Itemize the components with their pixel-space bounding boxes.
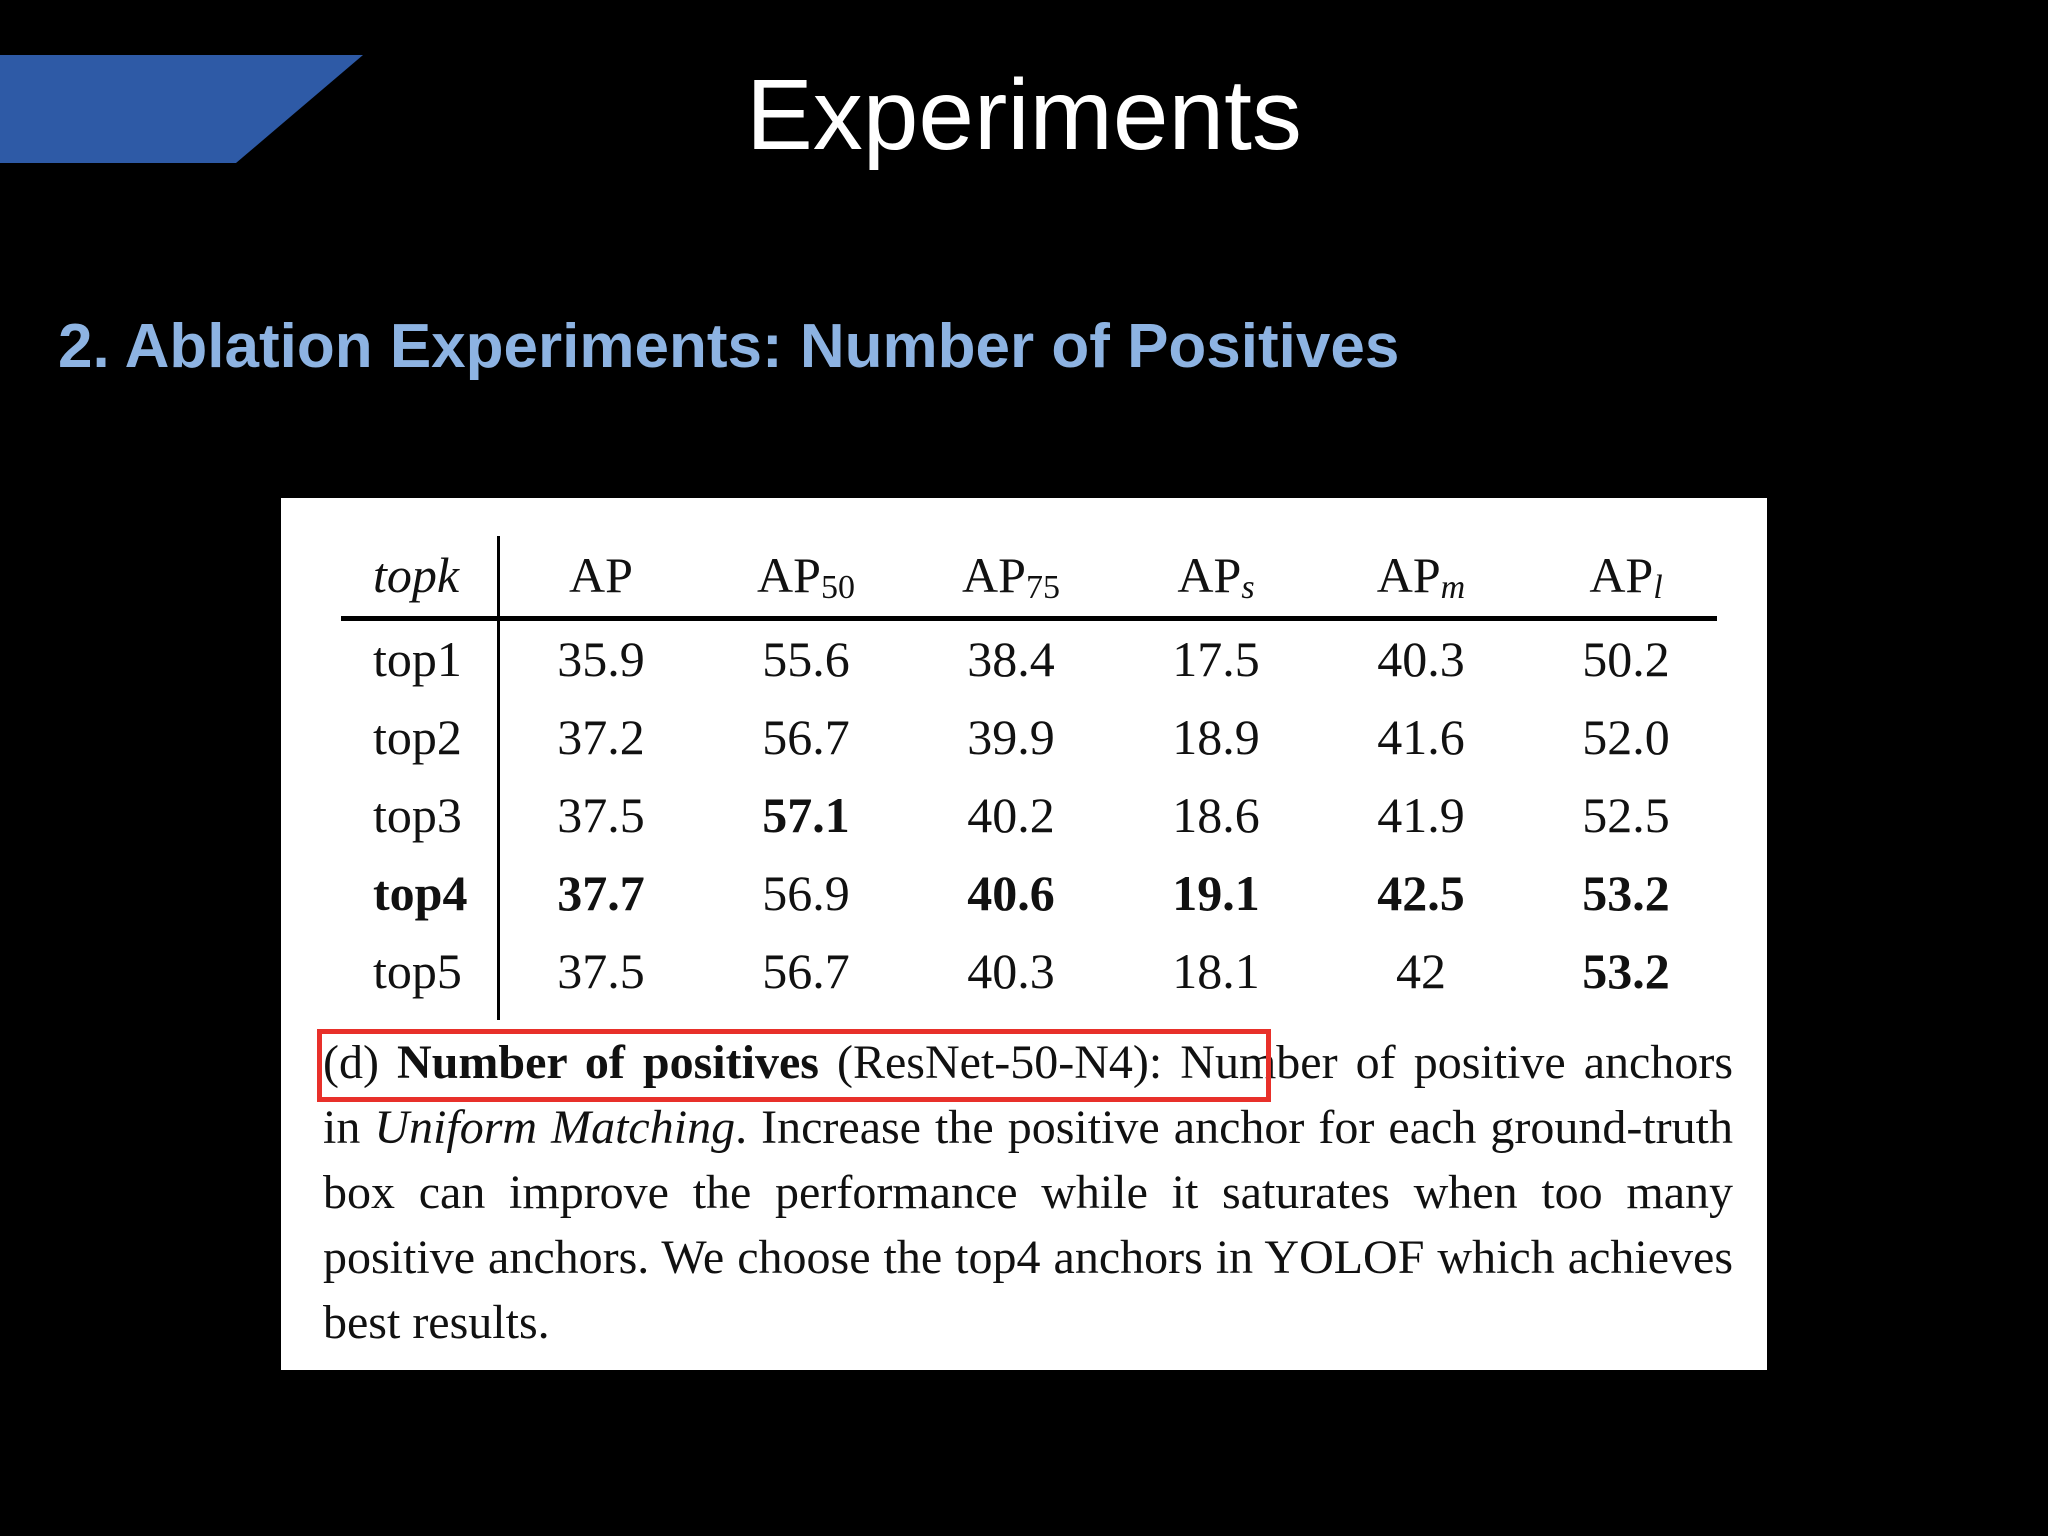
table-cell: 19.1 xyxy=(1172,865,1260,921)
row-label: top2 xyxy=(373,709,462,765)
table-cell: 40.2 xyxy=(967,787,1055,843)
table-row: top1 35.9 55.6 38.4 17.5 40.3 50.2 xyxy=(341,620,1717,698)
header-aps: APs xyxy=(1177,547,1255,606)
table-cell: 40.6 xyxy=(967,865,1055,921)
table-cell: 18.6 xyxy=(1172,787,1260,843)
table-row: top3 37.5 57.1 40.2 18.6 41.9 52.5 xyxy=(341,776,1717,854)
header-rule xyxy=(341,616,1717,621)
header-ap50: AP50 xyxy=(757,547,855,606)
table-cell: 41.6 xyxy=(1377,709,1465,765)
table-cell: 40.3 xyxy=(1377,631,1465,687)
table-cell: 37.5 xyxy=(557,943,645,999)
caption-highlight-box xyxy=(317,1029,1271,1102)
table-cell: 40.3 xyxy=(967,943,1055,999)
row-label: top1 xyxy=(373,631,462,687)
table-row: top2 37.2 56.7 39.9 18.9 41.6 52.0 xyxy=(341,698,1717,776)
table-cell: 56.7 xyxy=(762,943,850,999)
table-cell: 18.9 xyxy=(1172,709,1260,765)
table-cell: 55.6 xyxy=(762,631,850,687)
table-row: top5 37.5 56.7 40.3 18.1 42 53.2 xyxy=(341,932,1717,1010)
table-cell: 37.2 xyxy=(557,709,645,765)
table-cell: 53.2 xyxy=(1582,943,1670,999)
section-heading: 2. Ablation Experiments: Number of Posit… xyxy=(58,312,1400,381)
header-apl: APl xyxy=(1589,547,1663,606)
table-cell: 38.4 xyxy=(967,631,1055,687)
column-divider xyxy=(497,536,500,1020)
row-label: top3 xyxy=(373,787,462,843)
row-label: top4 xyxy=(373,865,468,921)
slide-title: Experiments xyxy=(746,59,1302,171)
table-cell: 35.9 xyxy=(557,631,645,687)
table-cell: 56.7 xyxy=(762,709,850,765)
header-ap: AP xyxy=(569,547,633,603)
table-cell: 52.5 xyxy=(1582,787,1670,843)
table-cell: 42.5 xyxy=(1377,865,1465,921)
table-row: top4 37.7 56.9 40.6 19.1 42.5 53.2 xyxy=(341,854,1717,932)
table-cell: 50.2 xyxy=(1582,631,1670,687)
title-accent-shape xyxy=(0,55,363,163)
table-figure: topk AP AP50 AP75 APs APm APl top1 35.9 55… xyxy=(281,498,1767,1370)
table-cell: 37.5 xyxy=(557,787,645,843)
table-cell: 17.5 xyxy=(1172,631,1260,687)
table-header-row: topk AP AP50 AP75 APs APm APl xyxy=(341,534,1717,616)
table-cell: 57.1 xyxy=(762,787,850,843)
table-cell: 52.0 xyxy=(1582,709,1670,765)
table-cell: 56.9 xyxy=(762,865,850,921)
table-caption: (d) Number of positives (ResNet-50-N4): … xyxy=(323,1036,1734,1349)
header-topk: topk xyxy=(373,547,460,603)
header-apm: APm xyxy=(1376,547,1466,606)
header-ap75: AP75 xyxy=(962,547,1060,606)
table-cell: 53.2 xyxy=(1582,865,1670,921)
row-label: top5 xyxy=(373,943,462,999)
ablation-table: topk AP AP50 AP75 APs APm APl top1 35.9 55… xyxy=(341,534,1717,1020)
table-cell: 18.1 xyxy=(1172,943,1260,999)
table-cell: 37.7 xyxy=(557,865,645,921)
table-cell: 42 xyxy=(1396,943,1446,999)
table-cell: 41.9 xyxy=(1377,787,1465,843)
table-cell: 39.9 xyxy=(967,709,1055,765)
